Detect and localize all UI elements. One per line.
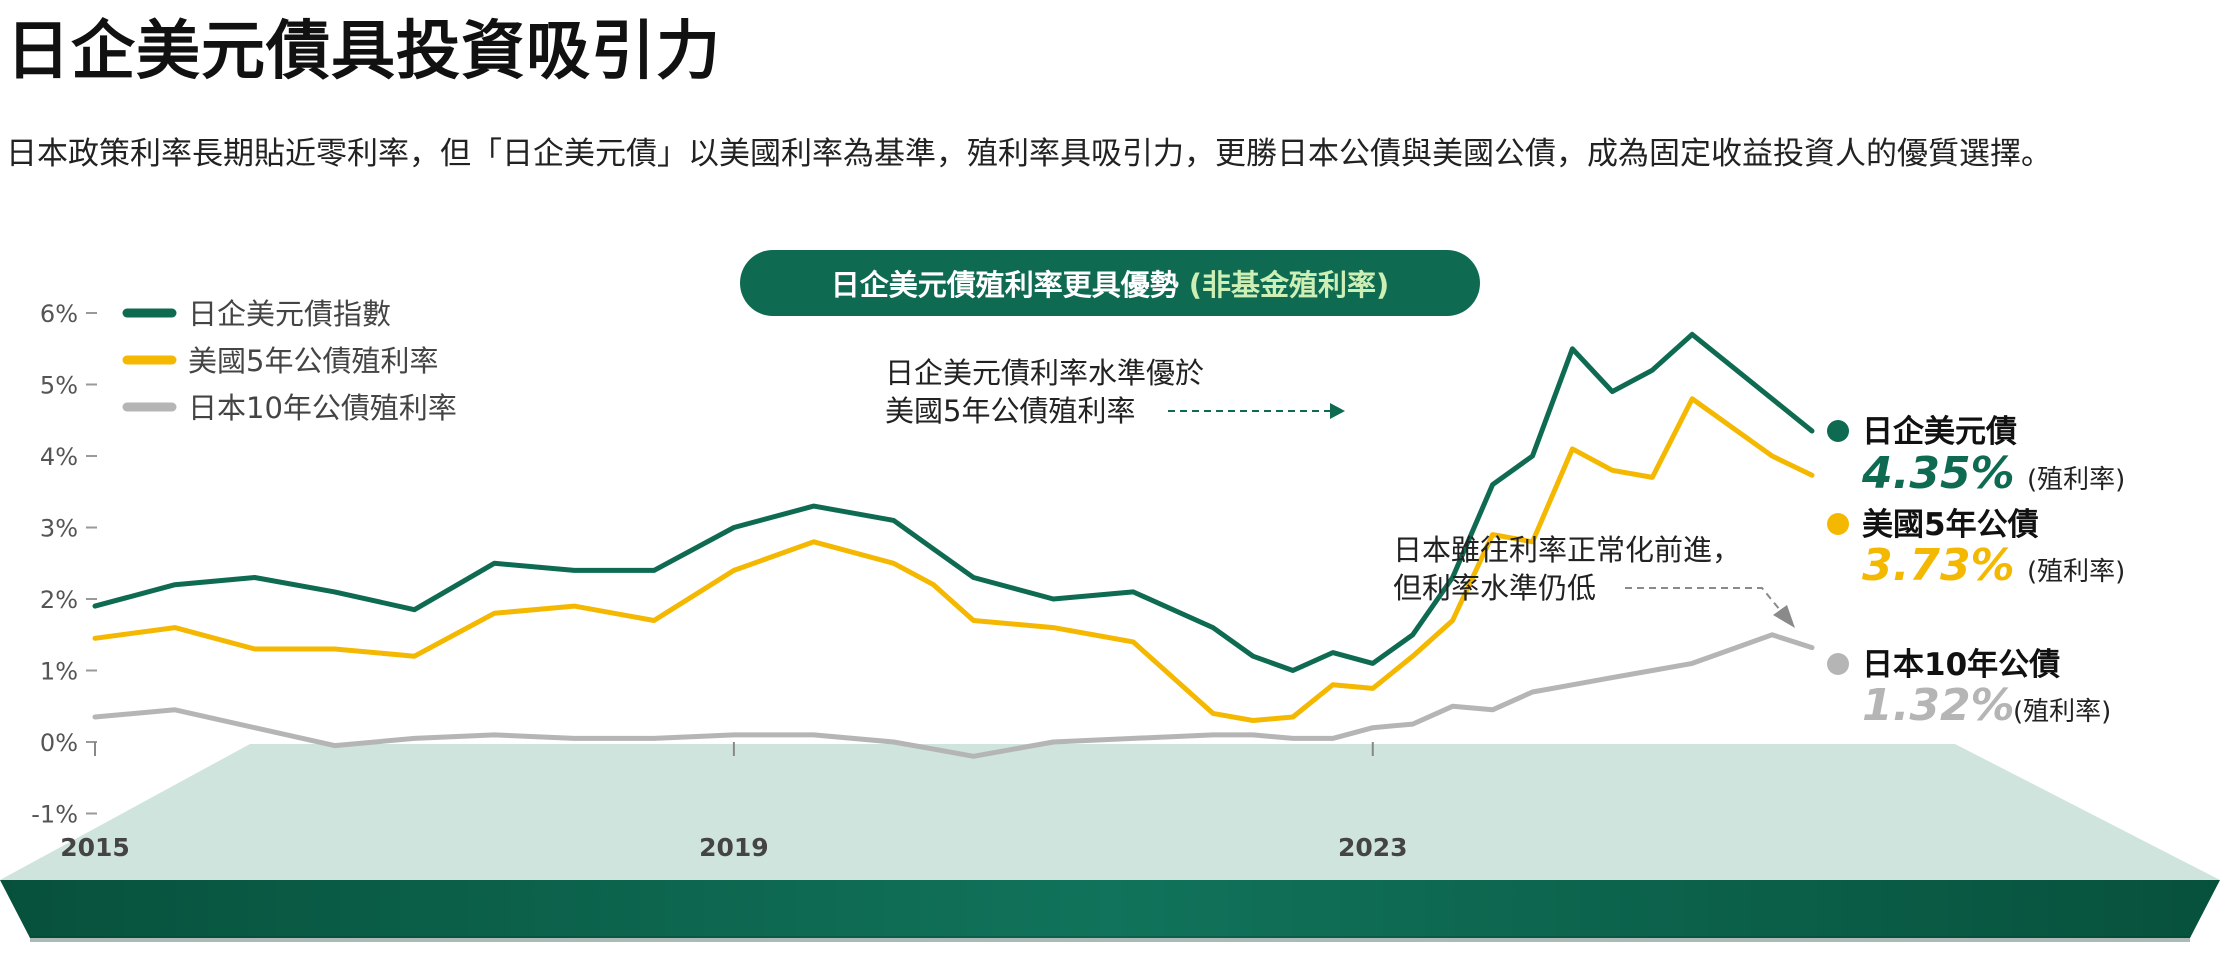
y-tick-label: -1% [31, 801, 78, 829]
end-label-jp10-name: 日本10年公債 [1862, 647, 2060, 683]
annotation-1-line2: 美國5年公債殖利率 [885, 394, 1135, 428]
end-label-jp-usd-unit: (殖利率) [2027, 465, 2125, 495]
x-tick-label: 2019 [699, 833, 769, 862]
y-tick-label: 2% [40, 586, 78, 614]
chart-platform-shadow [30, 936, 2190, 942]
end-dot-jp10 [1827, 653, 1849, 675]
x-tick-label: 2015 [60, 833, 130, 862]
x-tick-label: 2023 [1338, 833, 1408, 862]
annotation-2-line1: 日本雖往利率正常化前進， [1393, 533, 1741, 567]
end-label-jp-usd: 日企美元債 4.35% (殖利率) [1827, 414, 2125, 499]
page-subtitle: 日本政策利率長期貼近零利率，但「日企美元債」以美國利率為基準，殖利率具吸引力，更… [6, 136, 2052, 172]
x-axis: 2015 2019 2023 [60, 742, 1408, 862]
end-label-jp10-unit: (殖利率) [2013, 697, 2111, 727]
end-label-jp10-value: 1.32% [1862, 680, 2015, 731]
legend: 日企美元債指數 美國5年公債殖利率 日本10年公債殖利率 [122, 297, 457, 425]
y-tick-label: 4% [40, 443, 78, 471]
annotation-2-arrow-head [1773, 605, 1795, 628]
end-label-us5-value: 3.73% [1862, 540, 2015, 591]
annotation-jp-usd-vs-us5: 日企美元債利率水準優於 美國5年公債殖利率 [885, 356, 1345, 428]
legend-label-us5: 美國5年公債殖利率 [188, 344, 438, 378]
series-line-jp-usd [92, 331, 1815, 673]
page-title: 日企美元債具投資吸引力 [6, 15, 721, 89]
y-tick-label: 0% [40, 729, 78, 757]
annotation-japan-rates: 日本雖往利率正常化前進， 但利率水準仍低 [1393, 533, 1795, 628]
end-label-jp-usd-name: 日企美元債 [1862, 414, 2017, 450]
y-tick-label: 6% [40, 300, 78, 328]
series-line-us5 [92, 396, 1815, 723]
end-label-us5-unit: (殖利率) [2027, 557, 2125, 587]
y-tick-label: 5% [40, 372, 78, 400]
annotation-1-line1: 日企美元債利率水準優於 [885, 356, 1204, 390]
y-tick-label: 3% [40, 515, 78, 543]
end-label-jp10: 日本10年公債 1.32% (殖利率) [1827, 647, 2111, 731]
end-label-jp-usd-value: 4.35% [1861, 448, 2015, 499]
end-label-us5: 美國5年公債 3.73% (殖利率) [1827, 507, 2125, 591]
series-line-jp10 [92, 632, 1815, 759]
chart-platform-top [0, 744, 2220, 880]
end-dot-jp-usd [1827, 420, 1849, 442]
annotation-1-arrow-head [1330, 403, 1345, 419]
series-layer [92, 331, 1815, 759]
end-label-us5-name: 美國5年公債 [1862, 507, 2039, 543]
y-axis: -1% 0% 1% 2% 3% 4% 5% 6% [31, 300, 97, 829]
chart-platform-front [0, 880, 2220, 938]
annotation-2-line2: 但利率水準仍低 [1393, 571, 1596, 605]
end-dot-us5 [1827, 513, 1849, 535]
banner-highlight-text: (非基金殖利率) [1188, 268, 1390, 302]
chart-banner: 日企美元債殖利率更具優勢 (非基金殖利率) [740, 250, 1480, 316]
legend-label-jp10: 日本10年公債殖利率 [188, 391, 457, 425]
annotation-2-arrow-line [1625, 587, 1781, 611]
legend-label-jp-usd: 日企美元債指數 [188, 297, 391, 331]
y-tick-label: 1% [40, 658, 78, 686]
banner-main-text: 日企美元債殖利率更具優勢 [830, 268, 1179, 302]
